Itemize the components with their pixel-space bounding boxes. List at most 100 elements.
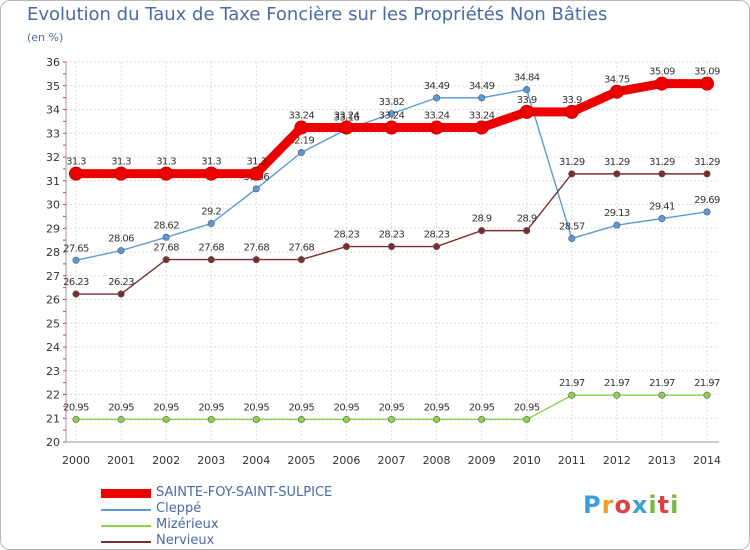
data-label: 21.97	[694, 378, 720, 389]
data-label: 33.9	[562, 95, 582, 106]
data-point	[433, 94, 441, 102]
x-tick-label: 2008	[423, 454, 451, 467]
data-point	[117, 247, 125, 255]
y-tick-label: 26	[46, 294, 60, 307]
legend-label: SAINTE-FOY-SAINT-SULPICE	[156, 485, 333, 500]
data-label: 33.24	[469, 111, 495, 122]
data-label: 20.95	[379, 402, 405, 413]
data-label: 33.16	[334, 112, 360, 123]
x-tick-label: 2009	[468, 454, 496, 467]
data-point	[658, 391, 666, 399]
data-label: 20.95	[153, 402, 179, 413]
logo-letter: i	[648, 491, 658, 519]
legend-swatch	[101, 525, 151, 527]
chart-title: Evolution du Taux de Taxe Foncière sur l…	[27, 4, 608, 25]
data-point	[159, 166, 174, 181]
x-tick-label: 2014	[693, 454, 721, 467]
data-label: 20.95	[514, 402, 540, 413]
logo-letter: i	[670, 491, 680, 519]
data-label: 35.09	[649, 67, 675, 78]
x-tick-label: 2010	[513, 454, 541, 467]
data-label: 28.57	[559, 221, 585, 232]
y-tick-label: 34	[46, 104, 60, 117]
y-tick-label: 21	[46, 412, 60, 425]
y-axis-unit: (en %)	[27, 31, 64, 44]
x-tick-label: 2006	[332, 454, 360, 467]
data-label: 29.69	[694, 195, 720, 206]
data-point	[568, 391, 576, 399]
data-point	[69, 166, 83, 181]
data-point	[207, 220, 215, 228]
data-label: 26.23	[63, 277, 89, 288]
x-tick-label: 2003	[197, 454, 225, 467]
data-label: 34.84	[514, 73, 540, 84]
data-label: 20.95	[198, 402, 224, 413]
data-point	[523, 86, 531, 94]
logo-letter: t	[657, 491, 671, 519]
data-point	[204, 166, 219, 181]
series-mizerieux: 20.95 20.95 20.95 20.95 20.95 20.95 20.95 20.95…	[63, 378, 721, 423]
data-label: 27.68	[198, 243, 224, 254]
data-point	[519, 104, 534, 119]
data-point	[117, 415, 125, 423]
y-tick-label: 29	[46, 222, 60, 235]
data-point	[207, 256, 215, 264]
data-label: 31.3	[111, 157, 131, 168]
data-label: 21.97	[649, 378, 675, 389]
data-point	[568, 234, 576, 242]
x-tick-label: 2000	[62, 454, 90, 467]
data-point	[613, 221, 621, 229]
data-label: 20.95	[424, 402, 450, 413]
data-point	[117, 290, 125, 298]
data-label: 29.13	[604, 208, 630, 219]
legend-label: Cleppé	[156, 501, 202, 516]
data-label: 28.9	[472, 214, 492, 225]
x-tick-label: 2012	[603, 454, 631, 467]
data-point	[654, 76, 669, 91]
proxiti-logo: Proxiti	[583, 491, 679, 519]
x-tick-label: 2001	[107, 454, 135, 467]
data-label: 26.23	[108, 277, 134, 288]
series-sainte-foy-saint-sulpice: 31.3 31.3 31.3 31.3 31.3 33.24 33.24 33.24 33.24…	[66, 67, 721, 181]
data-point	[478, 94, 486, 102]
data-label: 31.29	[604, 157, 630, 168]
data-point	[564, 104, 579, 119]
data-point	[162, 256, 170, 264]
series-nervieux: 26.23 26.23 27.68 27.68 27.68 27.68 28.23 28.23…	[63, 157, 721, 298]
data-point	[249, 166, 264, 181]
data-point	[114, 166, 129, 181]
data-point	[297, 256, 305, 264]
data-label: 31.3	[246, 157, 266, 168]
y-tick-label: 24	[46, 341, 60, 354]
legend-swatch	[101, 489, 151, 498]
y-tick-label: 33	[46, 127, 60, 140]
legend-swatch	[101, 509, 151, 511]
data-point	[433, 415, 441, 423]
data-label: 33.82	[379, 97, 405, 108]
data-label: 31.29	[649, 157, 675, 168]
data-point	[658, 170, 666, 178]
data-label: 31.29	[559, 157, 585, 168]
data-point	[294, 120, 309, 135]
data-point	[384, 120, 399, 135]
data-label: 20.95	[63, 402, 89, 413]
x-tick-label: 2013	[648, 454, 676, 467]
data-point	[252, 185, 260, 193]
data-point	[252, 415, 260, 423]
data-point	[478, 415, 486, 423]
data-point	[523, 227, 531, 235]
data-label: 20.95	[469, 402, 495, 413]
logo-letter: P	[583, 491, 602, 519]
data-point	[207, 415, 215, 423]
data-label: 34.49	[469, 81, 495, 92]
data-label: 29.41	[649, 202, 675, 213]
data-label: 27.68	[153, 243, 179, 254]
data-point	[703, 170, 711, 178]
y-tick-label: 25	[46, 317, 60, 330]
x-tick-label: 2007	[378, 454, 406, 467]
y-tick-label: 27	[46, 270, 60, 283]
data-point	[72, 256, 80, 264]
data-point	[72, 415, 80, 423]
